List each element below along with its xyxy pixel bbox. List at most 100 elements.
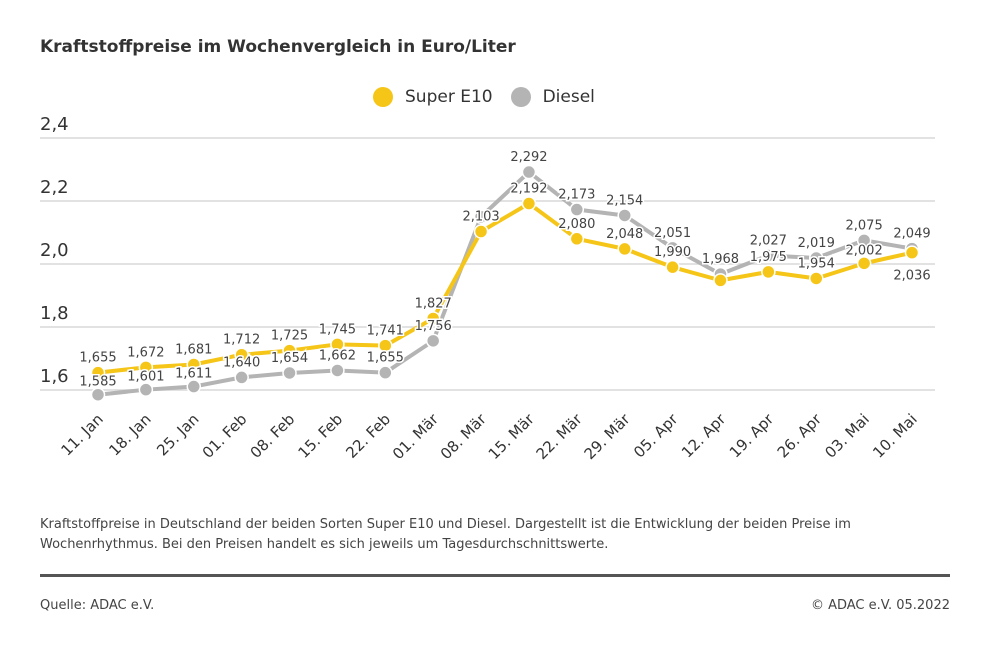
data-label-diesel: 2,051	[654, 226, 691, 241]
data-point-super-e10	[521, 196, 537, 211]
series-line-diesel	[97, 170, 913, 397]
legend-item-super-e10: Super E10	[373, 87, 493, 107]
data-label-super-e10: 1,681	[175, 342, 212, 357]
x-tick-label: 19. Apr	[726, 410, 778, 462]
data-point-super-e10	[808, 271, 824, 286]
data-label-diesel: 2,075	[846, 218, 883, 233]
data-point-super-e10	[282, 343, 297, 358]
data-point-super-e10	[713, 273, 728, 288]
legend-item-diesel: Diesel	[510, 87, 595, 107]
x-tick-label: 18. Jan	[105, 410, 154, 459]
data-label-diesel: 1,611	[175, 367, 212, 382]
data-point-diesel	[425, 333, 441, 349]
data-point-diesel	[808, 250, 824, 266]
legend-marker-diesel	[510, 87, 531, 107]
data-label-super-e10: 2,103	[462, 210, 499, 225]
data-point-super-e10	[665, 259, 680, 275]
y-axis-ticks: 1,6 1,8 2,0 2,2 2,4	[40, 114, 69, 387]
data-label-super-e10: 1,975	[750, 250, 787, 265]
x-tick-label: 22. Mär	[533, 410, 587, 464]
data-label-diesel: 1,756	[415, 319, 452, 334]
data-point-super-e10	[330, 337, 345, 352]
legend-label-diesel: Diesel	[542, 87, 595, 107]
x-tick-label: 25. Jan	[153, 410, 202, 459]
data-point-diesel	[856, 233, 872, 248]
x-tick-label: 01. Feb	[199, 410, 251, 462]
data-label-super-e10: 2,048	[606, 227, 643, 242]
data-point-super-e10	[378, 338, 393, 353]
data-label-super-e10: 1,655	[79, 351, 116, 366]
data-label-diesel: 1,968	[702, 252, 739, 267]
data-label-super-e10: 1,990	[654, 245, 691, 260]
y-tick-label: 1,8	[40, 303, 69, 324]
data-label-diesel: 2,027	[750, 233, 787, 248]
data-point-super-e10	[617, 241, 632, 257]
data-label-diesel: 1,640	[223, 355, 260, 370]
series-super-e10	[90, 196, 920, 380]
x-tick-label: 01. Mär	[389, 410, 443, 464]
data-point-super-e10	[234, 347, 249, 362]
data-label-super-e10: 2,080	[558, 217, 595, 232]
data-label-diesel: 2,049	[893, 227, 930, 242]
data-point-diesel	[665, 240, 680, 256]
data-point-super-e10	[90, 365, 106, 380]
data-label-super-e10: 1,954	[798, 256, 835, 271]
x-tick-label: 22. Feb	[342, 410, 394, 462]
legend: Super E10 Diesel	[373, 87, 613, 107]
x-tick-label: 03. Mai	[821, 410, 873, 462]
data-point-super-e10	[904, 245, 920, 260]
data-label-super-e10: 2,192	[510, 182, 547, 197]
data-point-diesel	[330, 363, 345, 378]
chart-note: Kraftstoffpreise in Deutschland der beid…	[40, 517, 851, 552]
data-point-diesel	[473, 209, 489, 224]
data-label-diesel: 2,154	[606, 193, 643, 208]
data-point-diesel	[282, 365, 297, 381]
data-label-super-e10: 1,741	[367, 324, 404, 339]
data-label-super-e10: 1,712	[223, 333, 260, 348]
data-label-super-e10: 2,002	[846, 243, 883, 258]
data-label-diesel: 1,654	[271, 351, 308, 366]
data-label-super-e10: 1,725	[271, 329, 308, 344]
data-label-super-e10: 1,672	[127, 345, 164, 360]
divider	[40, 574, 950, 577]
data-point-super-e10	[856, 256, 872, 271]
data-point-super-e10	[761, 264, 776, 280]
x-tick-label: 05. Apr	[630, 410, 682, 462]
series-diesel	[90, 164, 920, 402]
data-point-diesel	[186, 379, 202, 394]
data-point-super-e10	[473, 224, 489, 239]
data-point-diesel	[378, 365, 393, 380]
data-point-super-e10	[569, 231, 585, 247]
y-tick-label: 2,2	[40, 177, 69, 198]
data-label-diesel: 1,662	[319, 348, 356, 363]
data-label-diesel: 2,173	[558, 188, 595, 203]
data-label-diesel: 1,655	[367, 351, 404, 366]
x-tick-label: 15. Feb	[294, 410, 346, 462]
data-point-super-e10	[138, 360, 154, 375]
data-label-super-e10: 2,036	[893, 269, 930, 284]
data-point-diesel	[234, 370, 249, 385]
data-point-diesel	[521, 164, 537, 180]
y-tick-label: 1,6	[40, 366, 69, 387]
data-point-diesel	[617, 208, 632, 223]
data-label-diesel: 1,585	[79, 375, 116, 390]
chart-title: Kraftstoffpreise im Wochenvergleich in E…	[40, 37, 516, 57]
data-point-diesel	[569, 202, 585, 217]
data-label-diesel: 2,019	[798, 236, 835, 251]
x-tick-label: 11. Jan	[58, 410, 107, 459]
x-tick-label: 15. Mär	[485, 410, 539, 464]
data-point-super-e10	[425, 311, 441, 326]
data-point-super-e10	[186, 357, 202, 372]
y-tick-label: 2,0	[40, 240, 69, 261]
data-label-diesel: 1,601	[127, 370, 164, 385]
x-tick-label: 08. Mär	[437, 410, 491, 464]
source-text: Quelle: ADAC e.V.	[40, 598, 155, 613]
x-tick-label: 26. Apr	[774, 410, 826, 462]
legend-marker-super-e10	[373, 87, 393, 107]
data-label-diesel: 2,292	[510, 150, 547, 165]
x-tick-label: 08. Feb	[247, 410, 299, 462]
data-label-super-e10: 1,827	[415, 296, 452, 311]
data-point-diesel	[90, 387, 106, 402]
